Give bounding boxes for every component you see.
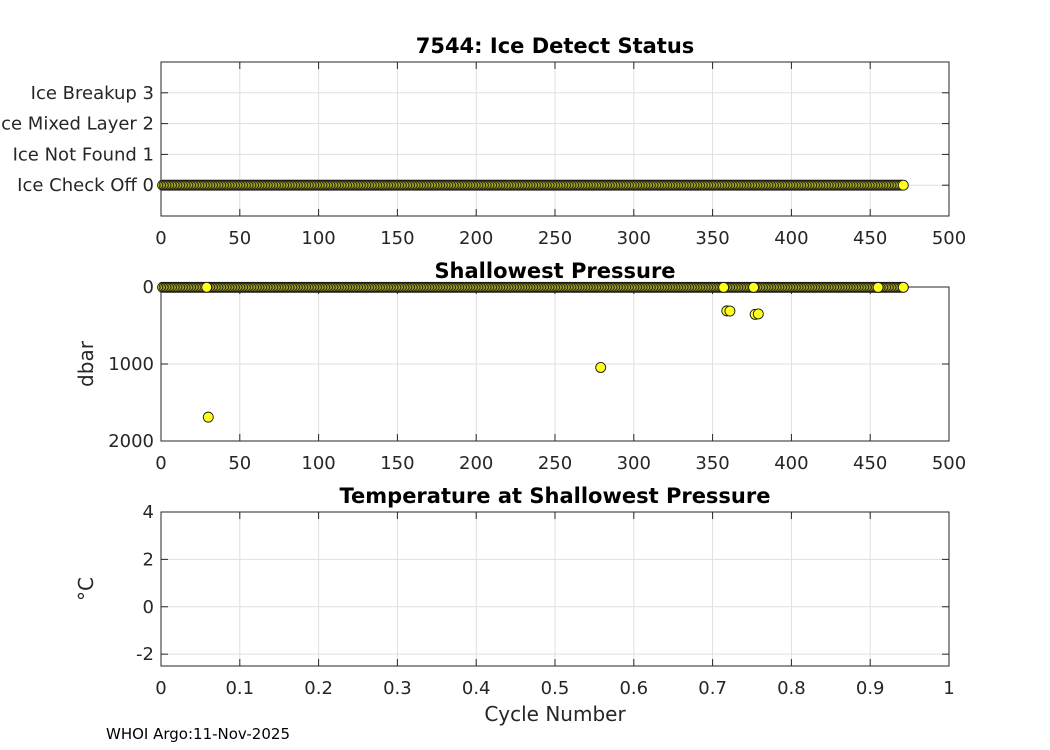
pres-chart-title: Shallowest Pressure — [434, 259, 675, 283]
pres-data-point — [872, 281, 884, 293]
pres-xtick-label: 300 — [617, 453, 651, 474]
pres-xtick-label: 400 — [774, 453, 808, 474]
ice-xtick-label: 400 — [774, 228, 808, 249]
temp-xtick-label: 0.3 — [383, 678, 412, 699]
ice-xtick-label: 250 — [538, 228, 572, 249]
pres-ytick-label: 0 — [143, 277, 154, 298]
ice-ytick-label: Ice Mixed Layer 2 — [0, 114, 154, 135]
temp-y-axis-label: °C — [74, 577, 98, 601]
pres-axes: 0 50 100 150 200 250 300 350 400 450 500 0 1000 2000 S… — [74, 259, 966, 474]
ice-chart-title: 7544: Ice Detect Status — [416, 34, 695, 58]
ice-xtick-label: 200 — [459, 228, 493, 249]
pres-data-point — [724, 305, 736, 317]
temp-ytick-label: 0 — [143, 597, 154, 618]
pres-xtick-label: 500 — [932, 453, 966, 474]
temp-xtick-label: 0 — [155, 678, 166, 699]
ice-axes: 0 50 100 150 200 250 300 350 400 450 500 Ice Check … — [0, 34, 966, 249]
pres-xtick-label: 200 — [459, 453, 493, 474]
pres-xtick-label: 50 — [228, 453, 251, 474]
pres-y-axis-label: dbar — [74, 340, 98, 387]
ice-xtick-label: 450 — [853, 228, 887, 249]
temp-chart-title: Temperature at Shallowest Pressure — [340, 484, 771, 508]
pres-data-point — [752, 308, 764, 320]
pres-data-point — [897, 281, 909, 293]
temp-xtick-label: 0.1 — [225, 678, 254, 699]
temp-xtick-label: 0.6 — [619, 678, 648, 699]
temp-xtick-label: 0.4 — [462, 678, 491, 699]
ice-ytick-label: Ice Check Off 0 — [17, 175, 154, 196]
pres-xtick-label: 450 — [853, 453, 887, 474]
ice-ytick-label: Ice Not Found 1 — [13, 144, 154, 165]
pres-data-point — [748, 281, 760, 293]
pres-xtick-label: 350 — [695, 453, 729, 474]
pres-xtick-label: 0 — [155, 453, 166, 474]
pres-data-point — [595, 362, 607, 373]
pres-ytick-label: 2000 — [108, 431, 154, 452]
temp-xtick-label: 0.7 — [698, 678, 727, 699]
ice-xtick-label: 500 — [932, 228, 966, 249]
pres-xtick-label: 250 — [538, 453, 572, 474]
temp-axes: 0 0.1 0.2 0.3 0.4 0.5 0.6 0.7 0.8 0.9 1-2024Temper… — [74, 484, 955, 726]
temp-ytick-label: 2 — [143, 549, 154, 570]
ice-ytick-label: Ice Breakup 3 — [31, 83, 154, 104]
pres-xtick-label: 150 — [380, 453, 414, 474]
pres-data-point — [202, 411, 214, 423]
ice-xtick-label: 0 — [155, 228, 166, 249]
temp-xtick-label: 0.2 — [304, 678, 333, 699]
temp-xtick-label: 0.9 — [856, 678, 885, 699]
pres-data-point — [718, 281, 730, 293]
ice-xtick-label: 150 — [380, 228, 414, 249]
temp-xtick-label: 0.5 — [541, 678, 570, 699]
temp-ytick-label: -2 — [136, 644, 154, 665]
ice-xtick-label: 50 — [228, 228, 251, 249]
temp-xtick-label: 1 — [943, 678, 954, 699]
footer-credit: WHOI Argo:11-Nov-2025 — [106, 725, 290, 743]
ice-data-point — [897, 179, 909, 191]
temp-x-axis-label: Cycle Number — [484, 702, 626, 726]
pres-data-point — [201, 281, 213, 293]
pres-ytick-label: 1000 — [108, 354, 154, 375]
ice-xtick-label: 350 — [695, 228, 729, 249]
ice-xtick-label: 100 — [301, 228, 335, 249]
temp-ytick-label: 4 — [143, 502, 154, 523]
temp-xtick-label: 0.8 — [777, 678, 806, 699]
ice-xtick-label: 300 — [617, 228, 651, 249]
pres-xtick-label: 100 — [301, 453, 335, 474]
